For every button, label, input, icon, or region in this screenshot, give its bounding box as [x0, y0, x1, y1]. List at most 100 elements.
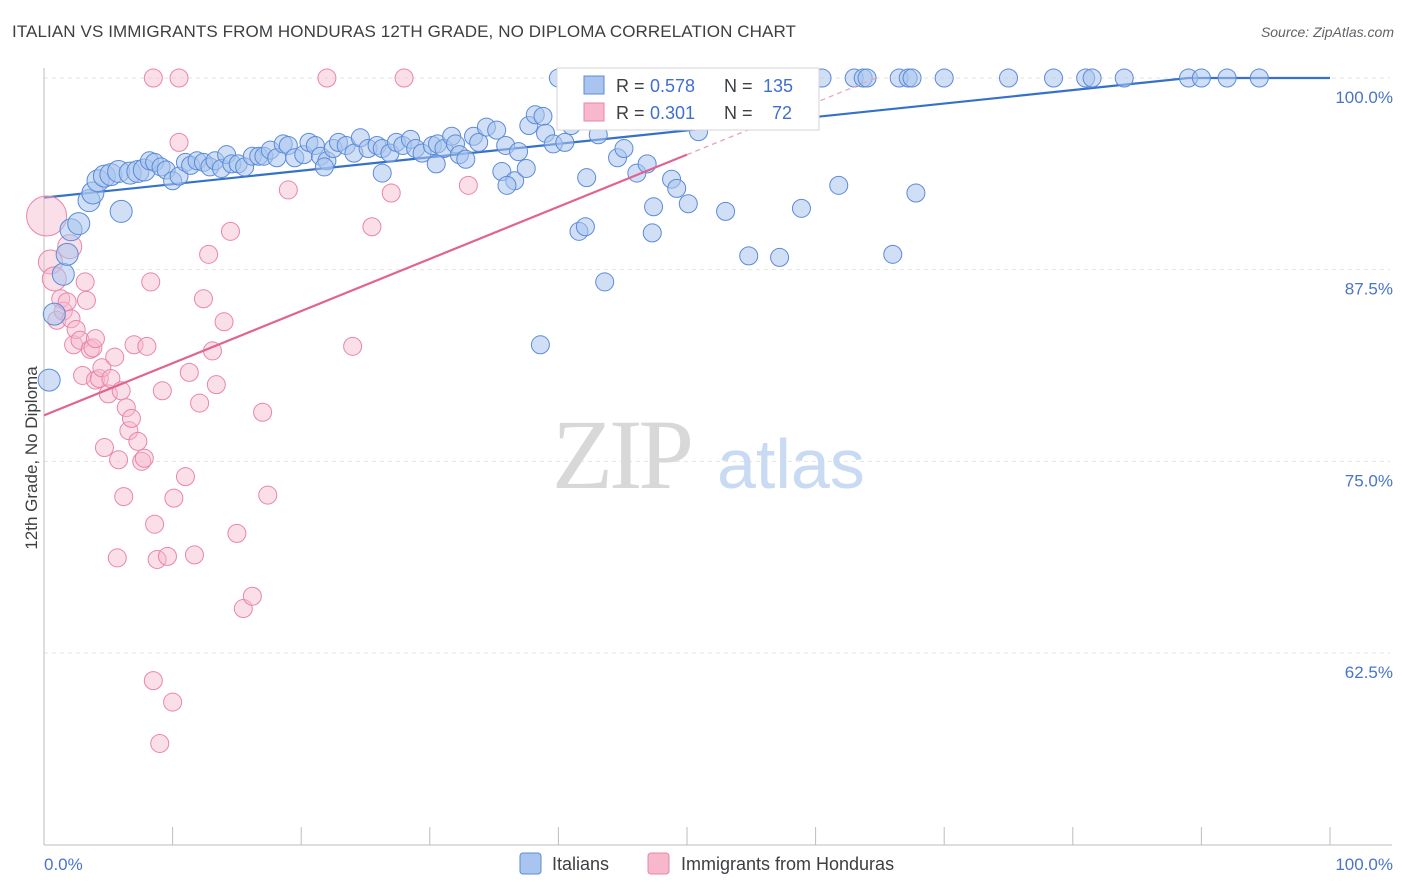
honduras-point — [362, 217, 382, 237]
italians-point — [829, 175, 849, 195]
italians-point — [770, 247, 790, 267]
x-tick-labels: 0.0% 100.0% — [44, 855, 1393, 874]
italians-point — [1217, 68, 1237, 88]
honduras-point — [184, 545, 204, 565]
italians-point — [497, 175, 517, 195]
italians-point — [644, 197, 664, 217]
honduras-point — [143, 671, 163, 691]
italians-point — [577, 168, 597, 188]
honduras-point — [128, 431, 148, 451]
watermark-zip: ZIP — [552, 399, 690, 510]
honduras-point — [163, 692, 183, 712]
legend-r-value-2: 0.301 — [650, 103, 695, 123]
legend-n-value-2: 72 — [772, 103, 792, 123]
honduras-point — [114, 487, 134, 507]
legend-swatch-honduras — [583, 102, 605, 122]
honduras-point — [227, 523, 247, 543]
y-axis-label: 12th Grade, No Diploma — [22, 366, 41, 550]
y-tick-label-0: 62.5% — [1345, 663, 1393, 682]
honduras-point — [242, 586, 262, 606]
italians-point — [716, 201, 736, 221]
legend-n-label-2: N = — [724, 103, 753, 123]
italians-point — [469, 132, 489, 152]
y-tick-labels: 62.5% 75.0% 87.5% 100.0% — [1335, 88, 1393, 682]
honduras-point — [109, 450, 129, 470]
honduras-point — [206, 375, 226, 395]
honduras-point — [132, 451, 152, 471]
honduras-point — [157, 546, 177, 566]
italians-point — [530, 335, 550, 355]
italians-trend-segment — [43, 76, 1189, 199]
honduras-point — [169, 132, 189, 152]
honduras-point — [105, 347, 125, 367]
italians-point — [999, 68, 1018, 88]
legend-n-label-1: N = — [724, 76, 753, 96]
x-tick-label-0: 0.0% — [44, 855, 83, 874]
italians-point — [906, 183, 926, 203]
italians-point — [55, 242, 79, 266]
y-tick-label-2: 87.5% — [1345, 280, 1393, 299]
honduras-point — [164, 488, 184, 508]
legend-n-value-1: 135 — [763, 76, 793, 96]
honduras-point — [94, 438, 114, 458]
legend-r-label-1: R = — [616, 76, 645, 96]
honduras-point — [141, 272, 161, 292]
honduras-point — [116, 398, 136, 418]
legend-r-value-1: 0.578 — [650, 76, 695, 96]
honduras-point — [73, 365, 93, 385]
italians-point — [372, 163, 392, 183]
legend-swatch-italians — [583, 75, 605, 95]
honduras-point — [145, 514, 165, 534]
italians-point — [1114, 68, 1134, 88]
honduras-point — [214, 312, 234, 332]
italians-point — [739, 246, 759, 266]
italians-point — [51, 262, 75, 286]
honduras-point — [150, 733, 170, 753]
italians-point — [314, 157, 334, 177]
series-honduras-points — [26, 68, 588, 753]
italians-point — [509, 142, 529, 162]
gridlines — [44, 77, 1390, 654]
italians-point — [1044, 68, 1064, 88]
honduras-point — [143, 68, 163, 88]
italians-point — [67, 212, 91, 236]
honduras-point — [458, 175, 478, 195]
honduras-point — [394, 68, 414, 88]
honduras-point — [258, 485, 278, 505]
honduras-point — [193, 289, 213, 309]
honduras-point — [179, 362, 199, 382]
honduras-point — [121, 408, 141, 428]
italians-point — [533, 106, 553, 126]
source-credit: Source: ZipAtlas.com — [1260, 24, 1394, 40]
y-tick-label-3: 100.0% — [1335, 88, 1393, 107]
honduras-point — [66, 319, 86, 339]
chart-title: ITALIAN VS IMMIGRANTS FROM HONDURAS 12TH… — [12, 22, 797, 41]
bottom-legend-honduras: Immigrants from Honduras — [681, 854, 894, 874]
honduras-point — [175, 467, 195, 487]
honduras-point — [199, 244, 219, 264]
honduras-point — [147, 549, 167, 569]
honduras-point — [190, 393, 210, 413]
italians-point — [883, 244, 903, 264]
legend-r-label-2: R = — [616, 103, 645, 123]
italians-point — [791, 198, 811, 218]
honduras-point — [83, 338, 103, 358]
italians-point — [109, 199, 133, 223]
italians-point — [555, 132, 575, 152]
italians-point — [456, 149, 476, 169]
honduras-point — [220, 221, 240, 241]
watermark-atlas: atlas — [717, 425, 865, 503]
bottom-legend-swatch-honduras — [647, 852, 670, 875]
honduras-point — [85, 329, 105, 349]
bottom-legend-swatch-italians — [519, 852, 542, 875]
italians-point — [1082, 68, 1102, 88]
italians-point — [37, 368, 61, 392]
italians-point — [487, 120, 507, 140]
italians-point — [642, 223, 662, 243]
italians-point — [575, 217, 595, 237]
italians-point — [614, 139, 634, 159]
honduras-point — [278, 180, 298, 200]
italians-point — [426, 154, 446, 174]
honduras-trend-solid — [43, 153, 688, 417]
